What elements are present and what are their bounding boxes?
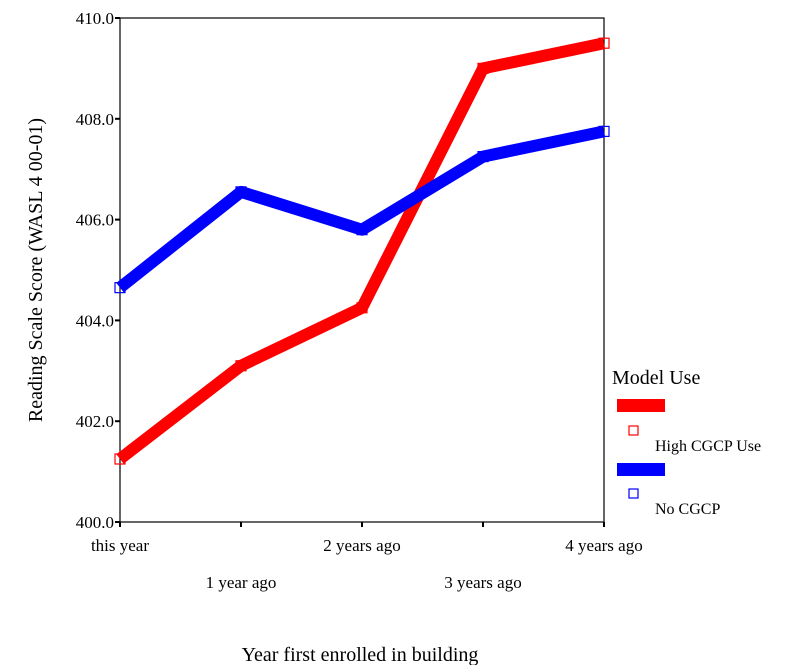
legend-swatch-high-cgcp [617, 399, 665, 412]
data-point [235, 360, 247, 372]
data-point [598, 125, 610, 138]
legend-marker-high-cgcp [628, 425, 639, 436]
y-tick-label: 406.0 [76, 211, 114, 230]
data-point [114, 282, 126, 294]
data-point [356, 224, 368, 236]
x-tick-label: 4 years ago [565, 536, 642, 555]
x-axis: this year 1 year ago 2 years ago 3 years ag… [91, 522, 643, 592]
legend-title: Model Use [612, 367, 700, 389]
data-point [235, 186, 247, 198]
x-tick-label: 1 year ago [206, 573, 277, 592]
y-tick-label: 402.0 [76, 412, 114, 431]
y-axis: 400.0 402.0 404.0 406.0 408.0 410.0 [76, 9, 120, 532]
legend-swatch-no-cgcp [617, 463, 665, 476]
data-point [477, 62, 489, 75]
data-point [356, 302, 368, 314]
y-axis-label: Reading Scale Score (WASL 4 00-01) [25, 118, 47, 422]
legend-marker-no-cgcp [628, 488, 639, 499]
data-point [114, 453, 126, 465]
data-point [477, 151, 489, 163]
legend-label-high-cgcp: High CGCP Use [655, 438, 761, 455]
x-tick-label: 3 years ago [444, 573, 521, 592]
y-tick-label: 410.0 [76, 9, 114, 28]
legend-label-no-cgcp: No CGCP [655, 501, 720, 518]
x-tick-label: 2 years ago [323, 536, 400, 555]
series-line-1 [116, 125, 606, 293]
series-line-0 [116, 37, 606, 464]
y-tick-label: 400.0 [76, 513, 114, 532]
data-point [598, 37, 610, 49]
plot-area-frame [119, 17, 605, 523]
legend: Model Use High CGCP Use No CGCP [612, 367, 761, 518]
x-tick-label: this year [91, 536, 149, 555]
y-tick-label: 404.0 [76, 311, 114, 330]
series-markers [114, 37, 610, 465]
y-tick-label: 408.0 [76, 110, 114, 129]
series-lines [116, 37, 606, 464]
x-axis-label: Year first enrolled in building [242, 644, 479, 665]
